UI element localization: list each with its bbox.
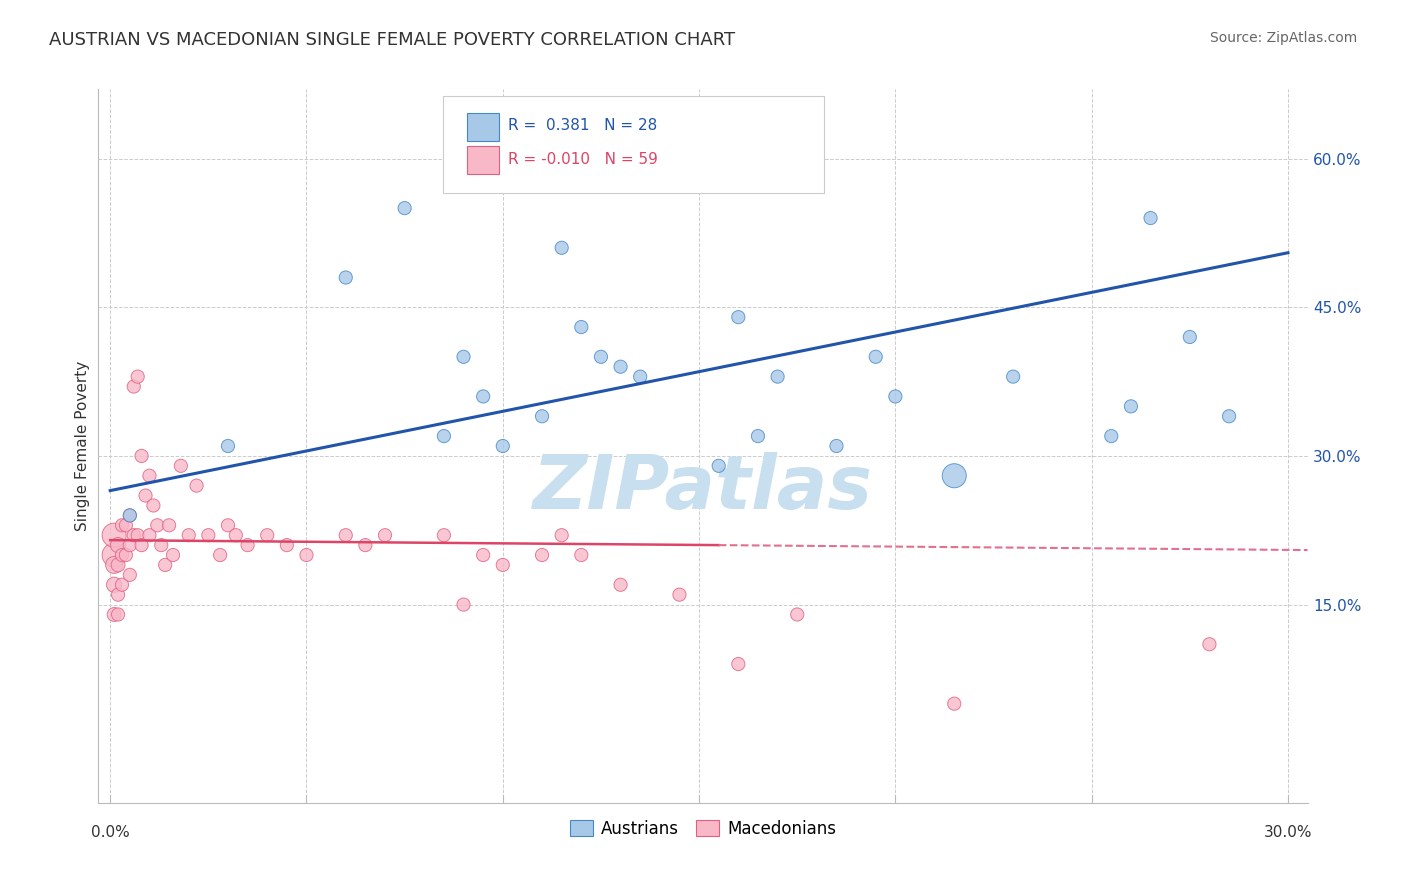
Point [135,489,157,503]
Point [1198,637,1220,651]
Point [111,578,134,592]
Point [111,548,134,562]
Point [236,538,259,552]
Point [354,538,377,552]
Point [825,439,848,453]
Point [492,439,515,453]
Text: R = -0.010   N = 59: R = -0.010 N = 59 [509,152,658,167]
Point [153,558,176,572]
FancyBboxPatch shape [467,146,499,174]
Point [122,528,145,542]
Point [747,429,769,443]
Point [103,578,125,592]
Point [107,538,129,552]
Point [550,241,572,255]
Point [531,548,554,562]
Point [127,528,149,542]
Point [786,607,808,622]
Point [727,310,749,325]
Point [107,558,129,572]
Text: Source: ZipAtlas.com: Source: ZipAtlas.com [1209,31,1357,45]
Point [217,439,239,453]
Point [472,548,495,562]
Text: R =  0.381   N = 28: R = 0.381 N = 28 [509,118,658,133]
Point [394,201,416,215]
Point [531,409,554,424]
Point [118,538,141,552]
Point [186,478,208,492]
Point [103,548,125,562]
Point [157,518,180,533]
FancyBboxPatch shape [443,96,824,193]
Point [162,548,184,562]
Point [217,518,239,533]
Point [142,499,165,513]
Point [628,369,651,384]
Point [138,468,160,483]
Point [111,518,134,533]
Point [569,320,592,334]
Point [472,389,495,403]
Point [118,567,141,582]
Point [609,359,631,374]
Point [146,518,169,533]
Point [138,528,160,542]
Point [295,548,318,562]
Point [433,528,456,542]
Point [256,528,278,542]
Point [668,588,690,602]
Text: AUSTRIAN VS MACEDONIAN SINGLE FEMALE POVERTY CORRELATION CHART: AUSTRIAN VS MACEDONIAN SINGLE FEMALE POV… [49,31,735,49]
Point [150,538,173,552]
Point [276,538,298,552]
Point [115,548,138,562]
Point [1119,400,1142,414]
Point [107,607,129,622]
Point [1002,369,1025,384]
Point [707,458,730,473]
Point [453,598,475,612]
Point [107,588,129,602]
Point [197,528,219,542]
FancyBboxPatch shape [467,112,499,141]
Point [115,518,138,533]
Point [943,697,966,711]
Text: 30.0%: 30.0% [1264,824,1312,839]
Point [118,508,141,523]
Point [1099,429,1122,443]
Point [492,558,515,572]
Y-axis label: Single Female Poverty: Single Female Poverty [75,361,90,531]
Point [225,528,247,542]
Point [103,528,125,542]
Point [103,607,125,622]
Point [122,379,145,393]
Point [609,578,631,592]
Point [209,548,232,562]
Point [1139,211,1161,225]
Point [884,389,907,403]
Point [550,528,572,542]
Point [453,350,475,364]
Point [170,458,193,473]
Point [766,369,789,384]
Legend: Austrians, Macedonians: Austrians, Macedonians [562,814,844,845]
Point [1178,330,1201,344]
Text: 0.0%: 0.0% [91,824,129,839]
Point [335,270,357,285]
Point [589,350,612,364]
Point [1218,409,1240,424]
Point [127,369,149,384]
Point [569,548,592,562]
Point [943,468,966,483]
Point [374,528,396,542]
Point [103,558,125,572]
Point [131,449,153,463]
Point [433,429,456,443]
Point [177,528,200,542]
Point [131,538,153,552]
Point [865,350,887,364]
Point [335,528,357,542]
Point [118,508,141,523]
Text: ZIPatlas: ZIPatlas [533,452,873,525]
Point [727,657,749,671]
